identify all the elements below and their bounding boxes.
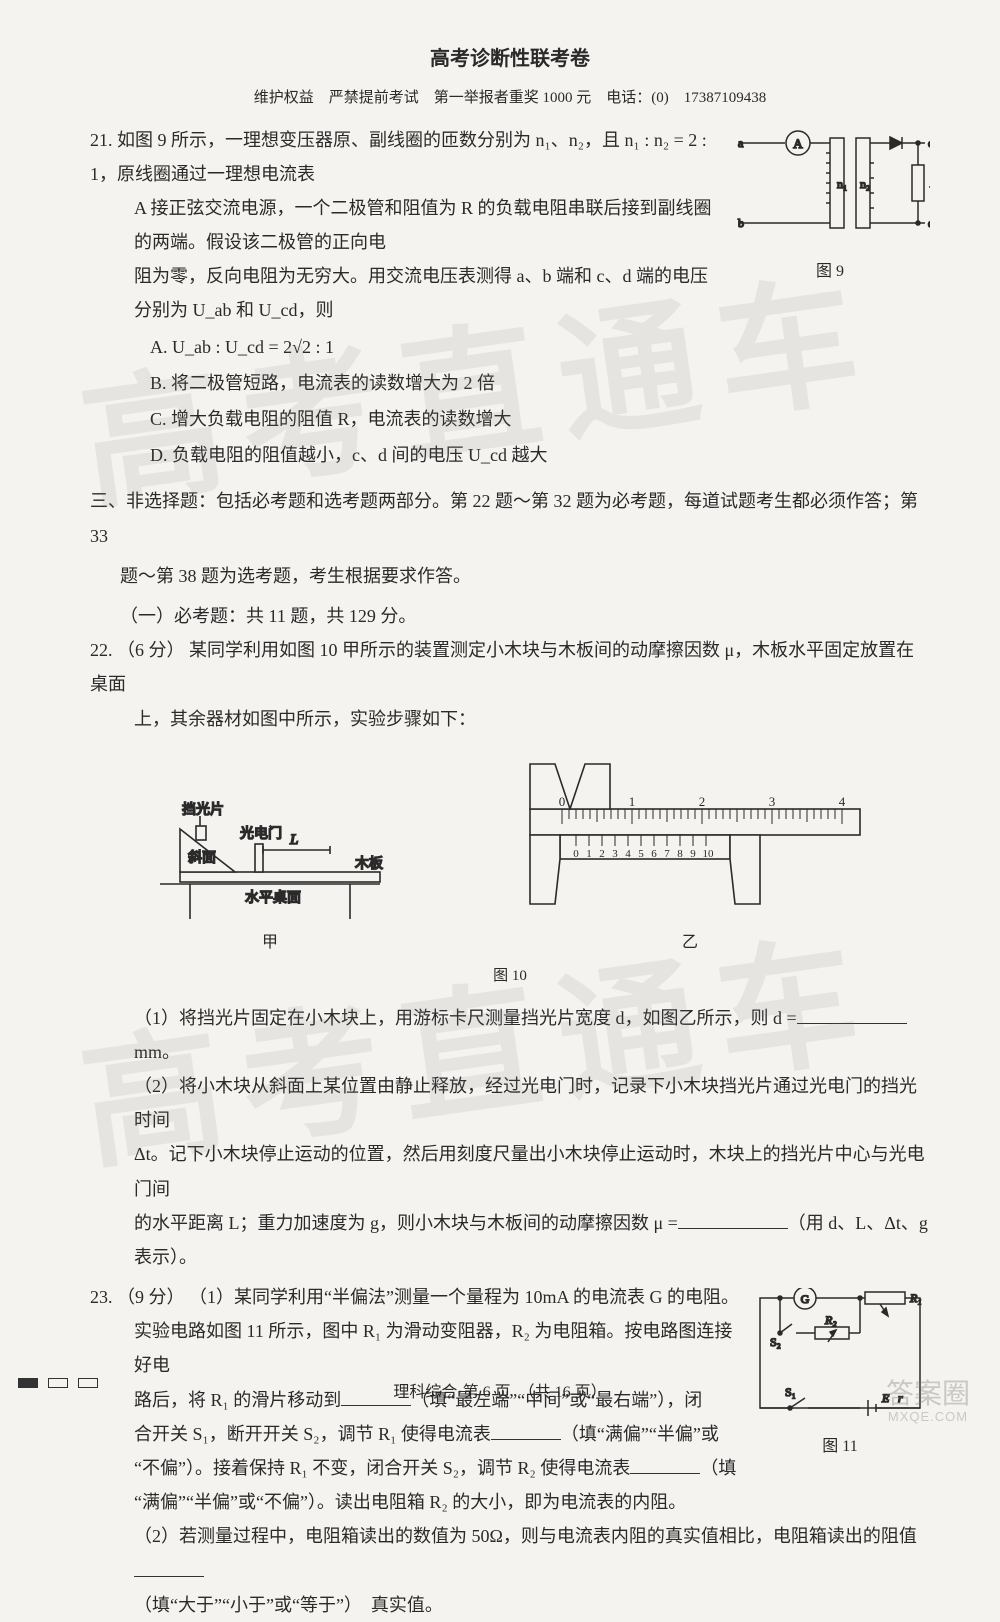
page-footer: 理科综合·第 6 页 （共 16 页）	[0, 1378, 1000, 1408]
svg-text:R₂: R₂	[824, 1313, 837, 1327]
q22-number: 22.	[90, 640, 113, 660]
svg-text:斜面: 斜面	[188, 850, 216, 866]
q23-p2a: （2）若测量过程中，电阻箱读出的数值为 50Ω，则与电流表内阻的真实值相比，电阻…	[90, 1519, 930, 1587]
svg-text:R: R	[929, 175, 930, 190]
svg-text:光电门: 光电门	[240, 826, 282, 842]
svg-text:A: A	[793, 136, 803, 151]
q22-p2-l1: （2）将小木块从斜面上某位置由静止释放，经过光电门时，记录下小木块挡光片通过光电…	[90, 1069, 930, 1137]
figure-9-label: 图 9	[730, 257, 930, 287]
svg-text:L: L	[289, 832, 298, 848]
apparatus-diagram: 水平桌面 木板 斜面 挡光片 光电门	[140, 774, 400, 924]
q21-option-c: C. 增大负载电阻的阻值 R，电流表的读数增大	[90, 402, 930, 436]
q22-stem-2: 上，其余器材如图中所示，实验步骤如下：	[90, 702, 930, 736]
q21-number: 21.	[90, 130, 113, 150]
svg-text:G: G	[801, 1292, 810, 1306]
blank-compare[interactable]	[134, 1559, 204, 1577]
figure-10-caption: 图 10	[90, 962, 930, 991]
section-3-line1: 三、非选择题：包括必考题和选考题两部分。第 22 题～第 32 题为必考题，每道…	[90, 491, 918, 545]
figure-9: A a b n₁ n₂	[730, 123, 930, 287]
q21-stem-1: 如图 9 所示，一理想变压器原、副线圈的匝数分别为 n₁、n₂，且 n₁ : n…	[90, 130, 707, 184]
svg-text:10: 10	[703, 848, 715, 860]
svg-text:水平桌面: 水平桌面	[245, 890, 301, 906]
figure-10-row: 水平桌面 木板 斜面 挡光片 光电门	[90, 754, 930, 958]
svg-text:b: b	[738, 216, 744, 230]
q23-points: （9 分）	[117, 1287, 185, 1307]
svg-text:6: 6	[651, 848, 657, 860]
svg-text:0: 0	[573, 848, 579, 860]
footer-logo: 答案圈 MXQE.COM	[886, 1379, 970, 1424]
figure-10-yi: 0 1 2 3 4 0	[500, 754, 880, 958]
svg-text:7: 7	[664, 848, 670, 860]
figure-10-jia: 水平桌面 木板 斜面 挡光片 光电门	[140, 774, 400, 958]
svg-text:c: c	[928, 136, 930, 150]
svg-text:5: 5	[638, 848, 644, 860]
blank-mu[interactable]	[678, 1211, 788, 1229]
question-22: 22. （6 分） 某同学利用如图 10 甲所示的装置测定小木块与木板间的动摩擦…	[90, 633, 930, 1274]
svg-text:n₁: n₁	[837, 177, 847, 191]
section-3-line2: 题～第 38 题为选考题，考生根据要求作答。	[90, 559, 930, 593]
svg-text:挡光片: 挡光片	[182, 802, 224, 818]
figure-11: G R₁ S₂ R₂	[750, 1288, 930, 1462]
q23-number: 23.	[90, 1287, 113, 1307]
svg-text:1: 1	[629, 794, 636, 809]
q21-option-a: A. U_ab : U_cd = 2√2 : 1	[90, 330, 930, 364]
svg-text:4: 4	[625, 848, 631, 860]
question-23: G R₁ S₂ R₂	[90, 1280, 930, 1622]
svg-text:R₁: R₁	[909, 1291, 922, 1305]
svg-text:a: a	[738, 136, 744, 150]
q21-option-d: D. 负载电阻的阻值越小，c、d 间的电压 U_cd 越大	[90, 438, 930, 472]
q21-option-b: B. 将二极管短路，电流表的读数增大为 2 倍	[90, 366, 930, 400]
q22-stem-1: 某同学利用如图 10 甲所示的装置测定小木块与木板间的动摩擦因数 μ，木板水平固…	[90, 640, 914, 694]
blank-d[interactable]	[797, 1006, 907, 1024]
q22-p2-l3: 的水平距离 L；重力加速度为 g，则小木块与木板间的动摩擦因数 μ =（用 d、…	[90, 1206, 930, 1274]
svg-text:3: 3	[769, 794, 776, 809]
section-3-heading: 三、非选择题：包括必考题和选考题两部分。第 22 题～第 32 题为必考题，每道…	[90, 484, 930, 552]
question-21: A a b n₁ n₂	[90, 123, 930, 475]
svg-text:S₂: S₂	[770, 1335, 781, 1349]
q22-p2-l2: Δt。记下小木块停止运动的位置，然后用刻度尺量出小木块停止运动时，木块上的挡光片…	[90, 1137, 930, 1205]
svg-text:4: 4	[839, 794, 846, 809]
svg-text:d: d	[928, 216, 930, 230]
svg-text:8: 8	[677, 848, 683, 860]
rights-notice: 维护权益 严禁提前考试 第一举报者重奖 1000 元 电话：(0) 173871…	[90, 84, 930, 113]
q22-points: （6 分）	[117, 640, 185, 660]
svg-text:9: 9	[690, 848, 696, 860]
section-3-sub1: （一）必考题：共 11 题，共 129 分。	[90, 599, 930, 633]
transformer-circuit: A a b n₁ n₂	[730, 123, 930, 253]
figure-11-label: 图 11	[750, 1432, 930, 1462]
q23-p2b: （填“大于”“小于”或“等于”） 真实值。	[90, 1588, 930, 1622]
svg-text:n₂: n₂	[860, 177, 870, 191]
q23-stem-1: （1）某同学利用“半偏法”测量一个量程为 10mA 的电流表 G 的电阻。	[189, 1287, 739, 1307]
q23-l6: “满偏”“半偏”或“不偏”）。读出电阻箱 R₂ 的大小，即为电流表的内阻。	[90, 1485, 930, 1519]
blank-g1[interactable]	[491, 1422, 561, 1440]
svg-text:2: 2	[599, 848, 605, 860]
vernier-caliper: 0 1 2 3 4 0	[500, 754, 880, 924]
svg-text:1: 1	[586, 848, 592, 860]
header-title: 高考诊断性联考卷	[90, 40, 930, 78]
fig-yi-caption: 乙	[500, 928, 880, 958]
svg-text:3: 3	[612, 848, 618, 860]
svg-text:0: 0	[559, 794, 566, 809]
svg-text:木板: 木板	[355, 856, 383, 872]
svg-text:2: 2	[699, 794, 706, 809]
q22-p1: （1）将挡光片固定在小木块上，用游标卡尺测量挡光片宽度 d，如图乙所示，则 d …	[90, 1001, 930, 1069]
blank-g2[interactable]	[630, 1456, 700, 1474]
fig-jia-caption: 甲	[140, 928, 400, 958]
